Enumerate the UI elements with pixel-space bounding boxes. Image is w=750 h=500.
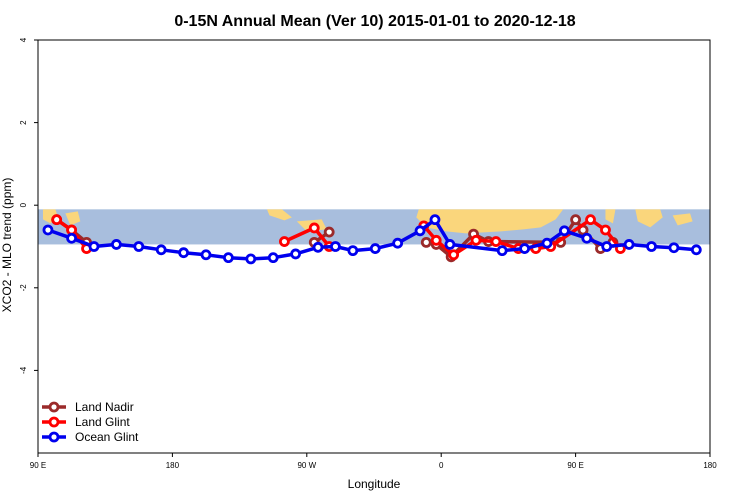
data-point	[133, 241, 145, 252]
land-shape	[266, 209, 292, 221]
x-tick-label: 90 E	[567, 461, 583, 470]
data-point	[330, 241, 341, 252]
data-point	[646, 241, 657, 252]
data-point	[470, 234, 482, 246]
data-point	[623, 239, 635, 250]
plot-frame	[37, 39, 711, 454]
data-point	[600, 224, 611, 236]
x-tick-label: 90 E	[30, 461, 46, 470]
data-point	[66, 232, 77, 244]
data-point	[690, 244, 702, 256]
data-point	[323, 226, 335, 238]
data-point	[200, 249, 212, 261]
x-tick-label: 90 W	[297, 461, 316, 470]
y-tick-label: 0	[19, 202, 28, 207]
data-point	[585, 214, 596, 226]
x-tick-label: 180	[166, 461, 180, 470]
legend-label: Ocean Glint	[75, 430, 139, 444]
data-point	[496, 245, 508, 257]
land-shape	[65, 211, 81, 226]
y-axis: 4 2 0 -2 -4	[19, 37, 38, 374]
data-point	[414, 225, 426, 237]
data-point	[222, 252, 234, 264]
data-point	[668, 242, 680, 254]
y-tick-label: 4	[19, 37, 28, 42]
land-shape	[672, 213, 693, 226]
y-tick-label: 2	[19, 120, 28, 125]
y-tick-label: -2	[19, 284, 28, 292]
data-point	[312, 241, 324, 253]
data-point	[51, 214, 63, 226]
data-point	[392, 237, 404, 249]
legend-label: Land Nadir	[75, 400, 134, 414]
data-point	[448, 249, 460, 261]
series-layer	[42, 214, 702, 265]
data-point	[444, 239, 456, 250]
data-point	[88, 241, 100, 252]
legend-label: Land Glint	[75, 415, 130, 429]
data-point	[111, 239, 122, 250]
legend-item: Land Glint	[42, 415, 130, 429]
data-point	[245, 253, 257, 265]
series-ocean-glint	[42, 214, 702, 265]
data-point	[429, 214, 441, 226]
data-point	[490, 236, 502, 247]
data-point	[290, 248, 302, 260]
data-point	[559, 225, 570, 237]
y-axis-label: XCO2 - MLO trend (ppm)	[0, 178, 14, 313]
data-point	[155, 244, 167, 256]
data-point	[42, 224, 54, 236]
data-point	[178, 247, 190, 259]
legend-marker	[48, 416, 60, 428]
data-point	[420, 236, 432, 248]
chart-title: 0-15N Annual Mean (Ver 10) 2015-01-01 to…	[174, 13, 575, 30]
land-shape	[635, 209, 663, 228]
data-point	[601, 241, 613, 252]
land-shape	[605, 209, 616, 224]
data-point	[430, 234, 442, 246]
data-point	[570, 214, 581, 226]
data-point	[347, 245, 359, 257]
data-point	[278, 236, 290, 247]
y-tick-label: -4	[19, 366, 28, 374]
data-point	[519, 243, 530, 254]
data-point	[66, 224, 77, 236]
x-tick-label: 0	[439, 461, 444, 470]
land-shape	[416, 209, 564, 234]
data-point	[369, 243, 381, 254]
legend-marker	[48, 431, 60, 443]
x-axis-label: Longitude	[348, 477, 401, 491]
x-axis: 90 E 180 90 W 0 90 E 180	[30, 453, 717, 470]
legend-item: Ocean Glint	[42, 430, 139, 444]
data-point	[308, 222, 320, 234]
data-point	[541, 237, 553, 249]
legend-marker	[48, 401, 60, 413]
legend-item: Land Nadir	[42, 400, 134, 414]
data-point	[267, 252, 279, 264]
x-tick-label: 180	[703, 461, 717, 470]
data-point	[581, 232, 593, 244]
